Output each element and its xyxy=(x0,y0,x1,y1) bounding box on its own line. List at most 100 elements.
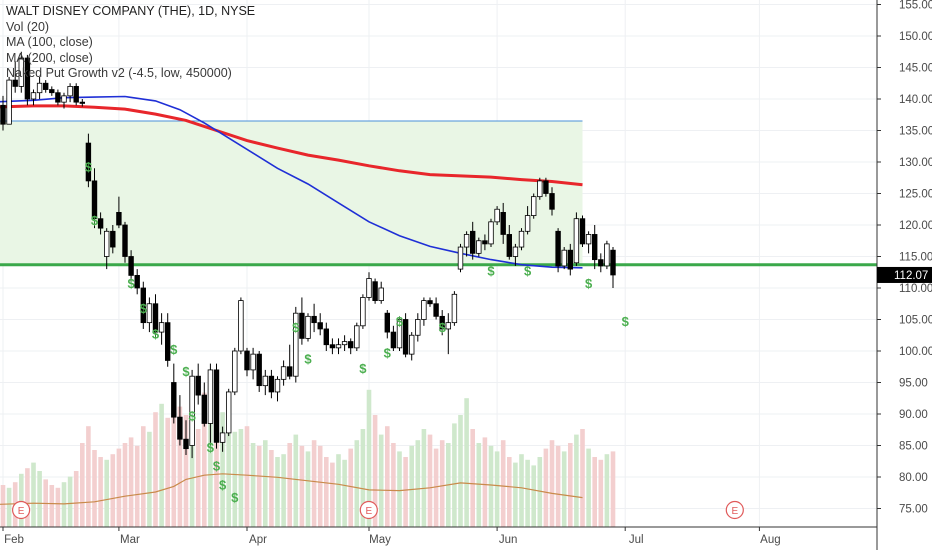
candle-body xyxy=(183,438,189,450)
candle-body xyxy=(201,394,207,424)
volume-bar xyxy=(116,448,122,527)
candle-body xyxy=(85,142,92,182)
y-tick-label: 125.00 xyxy=(899,189,932,201)
candle-down xyxy=(592,225,598,270)
volume-bar xyxy=(195,429,201,527)
candle-up xyxy=(524,206,531,235)
candle-up xyxy=(341,335,348,351)
volume-bar xyxy=(360,429,366,527)
candle-body xyxy=(262,375,268,387)
y-tick-label: 115.00 xyxy=(899,252,932,264)
candle-up xyxy=(67,83,73,103)
candle-up xyxy=(457,243,464,273)
candle-up xyxy=(378,281,384,304)
candle-up xyxy=(451,291,458,326)
volume-bar xyxy=(391,443,396,527)
dollar-sign-marker: $ xyxy=(304,352,312,367)
candle-up xyxy=(238,297,244,355)
volume-bar xyxy=(610,451,616,527)
candle-down xyxy=(506,225,512,260)
candle-body xyxy=(79,101,85,104)
candle-down xyxy=(140,281,146,329)
candle-body xyxy=(445,322,451,330)
volume-bar xyxy=(385,426,390,527)
candle-up xyxy=(396,316,403,351)
candle-up xyxy=(61,92,67,109)
volume-bar xyxy=(86,426,91,527)
candle-up xyxy=(421,297,427,326)
volume-bar xyxy=(232,431,238,527)
y-tick-label: 155.00 xyxy=(899,0,932,12)
moving-averages xyxy=(0,95,583,269)
candle-up xyxy=(293,306,299,383)
candle-body xyxy=(537,180,543,198)
candle-down xyxy=(555,228,561,273)
volume-bar xyxy=(269,450,274,527)
last-price-badge xyxy=(877,266,932,283)
candle-body xyxy=(512,246,519,257)
volume-bar xyxy=(244,426,250,527)
candle-body xyxy=(415,319,421,336)
earnings-marker[interactable]: E xyxy=(725,500,744,520)
volume-bar xyxy=(580,429,585,527)
volume-bar xyxy=(220,412,225,527)
volume-bar xyxy=(287,443,292,527)
candle-up xyxy=(158,313,165,345)
candle-body xyxy=(427,300,433,305)
candle-body xyxy=(610,249,616,276)
candle-body xyxy=(24,57,31,100)
candle-down xyxy=(427,297,433,307)
y-tick-label: 120.00 xyxy=(899,220,932,232)
volume-bar xyxy=(525,459,530,527)
candle-up xyxy=(494,206,500,225)
candle-body xyxy=(55,92,61,103)
candle-down xyxy=(171,363,177,424)
y-tick-label: 80.00 xyxy=(899,472,928,484)
volume-bar xyxy=(110,454,116,527)
candle-body xyxy=(30,92,37,100)
candle-up xyxy=(250,347,256,380)
earnings-marker[interactable]: E xyxy=(12,500,31,520)
candle-body xyxy=(6,79,12,125)
candle-body xyxy=(177,416,183,440)
y-tick-label: 145.00 xyxy=(899,63,932,75)
candle-body xyxy=(585,234,592,245)
candle-down xyxy=(24,54,31,106)
volume-bar xyxy=(281,454,286,527)
volume-bar xyxy=(574,434,579,527)
candle-body xyxy=(195,375,201,396)
candle-down xyxy=(116,196,122,229)
candle-down xyxy=(384,310,390,339)
y-tick-label: 85.00 xyxy=(899,441,928,453)
y-tick-label: 75.00 xyxy=(899,504,928,516)
volume-bar xyxy=(55,487,61,527)
candle-up xyxy=(512,243,519,266)
candle-body xyxy=(506,234,512,257)
volume-bar xyxy=(67,476,73,527)
volume-bar xyxy=(122,443,128,527)
y-tick-label: 135.00 xyxy=(899,126,932,138)
earnings-marker[interactable]: E xyxy=(359,500,378,520)
candle-up xyxy=(36,76,43,99)
volume-bar xyxy=(80,443,85,527)
candle-down xyxy=(195,363,201,405)
y-tick-label: 140.00 xyxy=(899,94,932,106)
candle-down xyxy=(610,247,616,288)
volume-bar xyxy=(513,462,518,527)
candle-up xyxy=(604,240,610,270)
candle-body xyxy=(122,224,128,257)
dollar-sign-marker: $ xyxy=(585,276,593,291)
candle-body xyxy=(384,312,390,333)
candle-down xyxy=(244,347,250,377)
candle-up xyxy=(415,313,421,342)
candle-body xyxy=(213,369,220,443)
candle-body xyxy=(286,366,293,377)
candle-up xyxy=(305,313,311,342)
volume-bar xyxy=(500,440,506,527)
candle-body xyxy=(140,287,146,324)
candle-down xyxy=(323,322,329,351)
candle-down xyxy=(85,133,92,188)
candle-body xyxy=(189,375,195,446)
